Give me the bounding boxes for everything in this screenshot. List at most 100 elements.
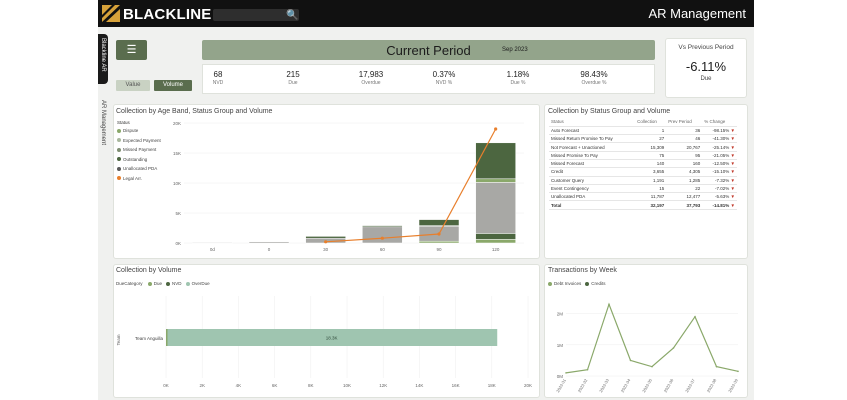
- line-point[interactable]: [715, 365, 718, 368]
- search-icon[interactable]: 🔍: [286, 10, 299, 21]
- bar-segment[interactable]: [362, 225, 403, 228]
- table-cell: -12.50% ▼: [702, 159, 737, 169]
- y-tick-label: 10K: [173, 181, 181, 186]
- age-band-legend-item[interactable]: Outstanding: [117, 157, 147, 162]
- legend-dot-icon: [117, 166, 121, 171]
- kpi-label: Overdue: [361, 80, 381, 86]
- volume-legend-items: Due NVD OverDue: [144, 281, 210, 286]
- transactions-legend-item[interactable]: Credits: [585, 281, 606, 286]
- table-cell: 15,309: [635, 142, 667, 152]
- tab-ar-management[interactable]: AR Management: [100, 100, 106, 146]
- arrow-down-icon: ▼: [729, 161, 735, 167]
- column-header[interactable]: % Change: [702, 118, 737, 127]
- line-point[interactable]: [380, 236, 384, 240]
- kpi-nvd: 68 NVD: [183, 70, 253, 86]
- line-point[interactable]: [694, 315, 696, 318]
- age-band-legend-item[interactable]: Expected Payment: [117, 138, 161, 143]
- bar-segment[interactable]: [475, 178, 516, 183]
- legend-dot-icon: [117, 157, 121, 162]
- age-band-legend-item[interactable]: Unallocated PDA: [117, 166, 157, 171]
- menu-button[interactable]: ☰: [116, 40, 147, 60]
- volume-bar[interactable]: [166, 329, 498, 346]
- table-cell: -25.14% ▼: [702, 142, 737, 152]
- line-point[interactable]: [651, 365, 653, 368]
- legend-label: Due: [153, 281, 163, 286]
- status-table: Status Collection Prev Period% Change Auto…: [549, 118, 737, 210]
- table-total-row[interactable]: Total 32,197 37,793 -14.81% ▼: [549, 200, 737, 210]
- legend-label: OverDue: [191, 281, 210, 286]
- x-tick-label: 2023-37: [684, 377, 696, 393]
- table-cell: -98.15% ▼: [702, 126, 737, 136]
- table-row[interactable]: Credit 3,655 4,305 -15.10% ▼: [549, 167, 737, 177]
- legend-label: Missed Payment: [123, 147, 157, 152]
- arrow-down-icon: ▼: [729, 177, 735, 183]
- table-row[interactable]: Event Contingency 15 22 -7.02% ▼: [549, 184, 737, 194]
- line-point[interactable]: [494, 127, 498, 131]
- table-row[interactable]: Missed Return Promise To Pay 27 46 -41.30% …: [549, 134, 737, 144]
- table-row[interactable]: Customer Query 1,191 1,285 -7.32% ▼: [549, 176, 737, 185]
- bar-segment[interactable]: [418, 219, 460, 226]
- line-point[interactable]: [608, 303, 610, 306]
- x-tick-label: 14K: [415, 383, 423, 388]
- line-point[interactable]: [737, 370, 739, 373]
- brand-name: BLACKLINE: [123, 6, 212, 23]
- table-cell: 22: [666, 184, 703, 194]
- x-tick-label: 18K: [488, 383, 496, 388]
- transactions-card: [544, 264, 748, 398]
- table-row[interactable]: Unallocated PDA 11,787 12,477 -5.63% ▼: [549, 192, 737, 202]
- table-row[interactable]: Not Forecast + Unactioned 15,309 20,767 -25…: [549, 142, 737, 152]
- table-row[interactable]: Missed Promise To Pay 75 95 -21.05% ▼: [549, 151, 737, 161]
- legend-dot-icon: [147, 281, 152, 286]
- kpi-value: 98.43%: [580, 70, 608, 79]
- line-point[interactable]: [672, 347, 675, 349]
- top-bar: BLACKLINE 🔍 AR Management: [98, 0, 754, 27]
- transactions-legend-item[interactable]: Debt Invoices: [548, 281, 581, 286]
- tab-blackline-ar[interactable]: Blackline AR: [98, 34, 108, 84]
- line-point[interactable]: [565, 372, 567, 374]
- bar-segment[interactable]: [248, 241, 290, 244]
- table-row[interactable]: Missed Forecast 140 160 -12.50% ▼: [549, 159, 737, 169]
- bar-segment[interactable]: [475, 233, 516, 240]
- bar-segment[interactable]: [475, 182, 516, 234]
- kpi-value: 1.18%: [506, 70, 530, 79]
- arrow-down-icon: ▼: [729, 152, 735, 158]
- volume-legend-item[interactable]: OverDue: [185, 281, 210, 286]
- line-point[interactable]: [324, 240, 328, 244]
- bar-segment[interactable]: [418, 240, 460, 244]
- age-band-legend-item[interactable]: Dispute: [117, 128, 138, 133]
- legend-label: NVD: [172, 281, 182, 286]
- x-tick-label: 2023-32: [577, 377, 589, 393]
- legend-label: Expected Payment: [123, 137, 161, 143]
- bar-segment[interactable]: [305, 236, 346, 239]
- volume-legend-item[interactable]: NVD: [166, 281, 182, 286]
- column-header[interactable]: Status: [549, 118, 636, 127]
- toggle-value[interactable]: Value: [116, 80, 150, 91]
- age-band-card: [113, 104, 540, 259]
- line-point[interactable]: [629, 359, 632, 362]
- vs-previous-card: Vs Previous Period -6.11% Due: [665, 38, 747, 98]
- due-bar[interactable]: [166, 329, 168, 346]
- y-tick-label: 2M: [557, 312, 564, 317]
- column-header[interactable]: Prev Period: [666, 118, 703, 127]
- bar-segment[interactable]: [475, 239, 516, 244]
- x-tick-label: 20K: [524, 383, 532, 388]
- toggle-volume[interactable]: Volume: [154, 80, 192, 91]
- age-band-legend-item[interactable]: Missed Payment: [117, 147, 156, 152]
- table-row[interactable]: Auto Forecast 1 36 -98.15% ▼: [549, 126, 737, 136]
- legend-dot-icon: [185, 281, 190, 286]
- table-cell: 4,305: [666, 167, 703, 177]
- legal-arr-line: [325, 128, 497, 243]
- column-header[interactable]: Collection: [635, 118, 667, 127]
- age-band-legend-item[interactable]: Legal Arr.: [117, 176, 142, 181]
- line-point[interactable]: [437, 232, 441, 236]
- vs-previous-value: -6.11%: [685, 59, 727, 74]
- search-input[interactable]: [213, 9, 299, 21]
- table-cell: Not Forecast + Unactioned: [549, 142, 636, 152]
- bar-segment[interactable]: [475, 142, 516, 180]
- line-point[interactable]: [586, 368, 589, 371]
- bar-segment[interactable]: [192, 242, 233, 244]
- bar-segment[interactable]: [362, 226, 403, 244]
- kpi-label: NVD %: [435, 80, 453, 86]
- legend-label: Unallocated PDA: [123, 166, 158, 171]
- volume-legend-item[interactable]: Due: [147, 281, 163, 286]
